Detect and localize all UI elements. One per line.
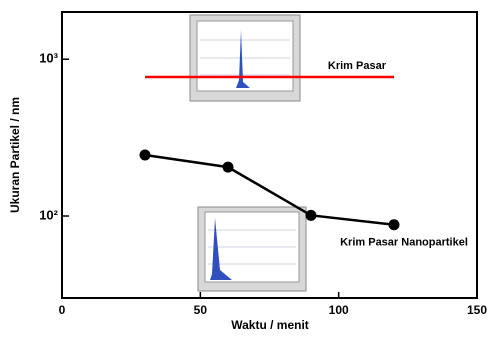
y-tick-label: 10²	[39, 207, 58, 222]
series-label: Krim Pasar Nanopartikel	[340, 237, 468, 249]
data-point	[223, 162, 234, 173]
data-point	[140, 149, 151, 160]
y-tick-label: 10³	[39, 51, 58, 66]
x-tick-label: 50	[194, 303, 208, 317]
page: {"chart_data": {"type": "line", "log_y":…	[0, 0, 496, 338]
x-axis-label: Waktu / menit	[231, 318, 309, 332]
inset-spectrum	[198, 207, 306, 291]
data-point	[389, 219, 400, 230]
chart: Waktu / menit Ukuran Partikel / nm 0 50 10…	[0, 0, 496, 338]
x-tick-label: 150	[467, 303, 487, 317]
x-tick-label: 100	[329, 303, 349, 317]
data-point	[306, 210, 317, 221]
x-tick-label: 0	[59, 303, 66, 317]
inset-spectrum	[190, 15, 300, 101]
series-label: Krim Pasar	[328, 60, 387, 72]
y-axis-label: Ukuran Partikel / nm	[8, 97, 22, 213]
